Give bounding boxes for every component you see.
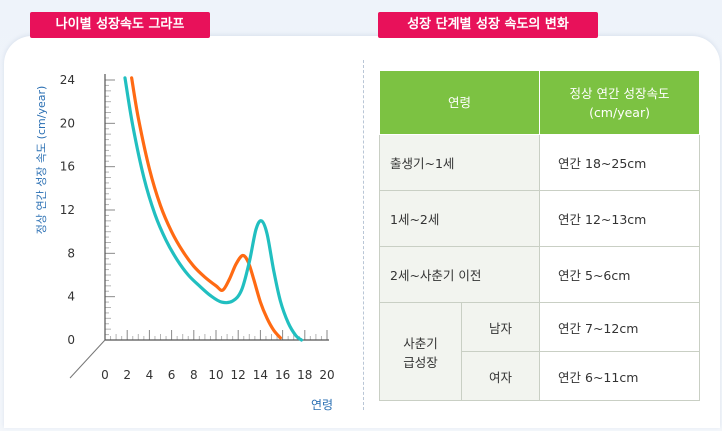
header-speed-line2: (cm/year) bbox=[589, 104, 650, 120]
x-axis-label: 연령 bbox=[311, 398, 333, 412]
table-row: 1세~2세 연간 12~13cm bbox=[378, 190, 701, 247]
y-tick-label: 4 bbox=[67, 290, 75, 304]
x-tick-label: 8 bbox=[190, 368, 198, 382]
female-label: 여자 bbox=[460, 351, 541, 401]
table-row: 2세~사춘기 이전 연간 5~6cm bbox=[378, 246, 701, 303]
divider bbox=[363, 60, 364, 410]
growth-stage-table: 연령 정상 연간 성장속도 (cm/year) 출생기~1세 연간 18~25c… bbox=[378, 70, 701, 401]
puberty-label: 사춘기 급성장 bbox=[379, 302, 462, 401]
x-tick-label: 18 bbox=[297, 368, 312, 382]
row-speed: 연간 5~6cm bbox=[539, 246, 701, 303]
y-axis-label: 정상 연간 성장 속도 (cm/year) bbox=[35, 86, 48, 235]
male-label: 남자 bbox=[460, 302, 541, 352]
row-speed: 연간 18~25cm bbox=[539, 134, 701, 191]
x-tick-label: 10 bbox=[208, 368, 223, 382]
male-speed: 연간 7~12cm bbox=[539, 302, 701, 352]
table-header-row: 연령 정상 연간 성장속도 (cm/year) bbox=[378, 70, 701, 135]
female-speed: 연간 6~11cm bbox=[539, 351, 701, 401]
row-age: 2세~사춘기 이전 bbox=[378, 246, 541, 303]
origin-diagonal bbox=[69, 339, 106, 379]
x-tick-label: 16 bbox=[275, 368, 290, 382]
y-tick-label: 0 bbox=[67, 333, 75, 347]
series-line-1 bbox=[130, 76, 282, 340]
row-age: 1세~2세 bbox=[378, 190, 541, 247]
x-tick-label: 6 bbox=[168, 368, 176, 382]
series-line-2 bbox=[123, 76, 304, 342]
x-tick-label: 20 bbox=[319, 368, 334, 382]
table-row: 여자 연간 6~11cm bbox=[380, 351, 701, 401]
x-tick-label: 4 bbox=[146, 368, 154, 382]
header-speed-line1: 정상 연간 성장속도 bbox=[569, 85, 670, 101]
y-tick-label: 12 bbox=[60, 203, 75, 217]
y-tick-label: 24 bbox=[60, 73, 75, 87]
x-tick-label: 12 bbox=[231, 368, 246, 382]
header-speed: 정상 연간 성장속도 (cm/year) bbox=[539, 70, 701, 135]
puberty-label-line2: 급성장 bbox=[403, 354, 438, 370]
y-tick-label: 8 bbox=[67, 246, 75, 260]
row-age: 출생기~1세 bbox=[378, 134, 541, 191]
header-age: 연령 bbox=[378, 70, 541, 135]
x-tick-label: 14 bbox=[253, 368, 268, 382]
y-tick-label: 20 bbox=[60, 116, 75, 130]
tab-growth-by-stage[interactable]: 성장 단계별 성장 속도의 변화 bbox=[378, 12, 598, 38]
series-lines bbox=[123, 76, 304, 342]
x-tick-label: 2 bbox=[123, 368, 131, 382]
table-row: 출생기~1세 연간 18~25cm bbox=[378, 134, 701, 191]
puberty-label-line1: 사춘기 bbox=[403, 335, 438, 351]
y-tick-label: 16 bbox=[60, 160, 75, 174]
row-speed: 연간 12~13cm bbox=[539, 190, 701, 247]
axes bbox=[69, 74, 329, 379]
minor-ticks bbox=[104, 79, 328, 341]
table-row: 사춘기 급성장 남자 연간 7~12cm bbox=[379, 302, 701, 401]
x-tick-label: 0 bbox=[101, 368, 109, 382]
tab-growth-by-age[interactable]: 나이별 성장속도 그라프 bbox=[30, 12, 210, 38]
